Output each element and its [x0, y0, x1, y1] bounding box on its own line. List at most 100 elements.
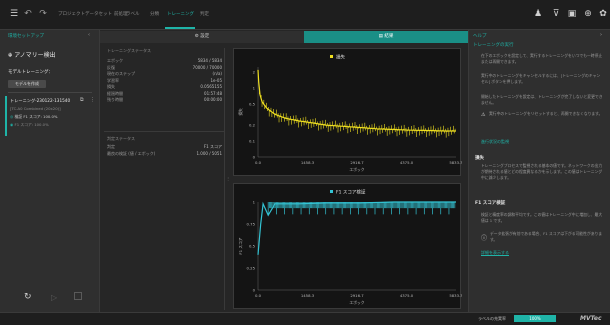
- status-key: 経過時間: [107, 90, 123, 96]
- y-tick-label: 1: [253, 200, 256, 205]
- tab-classify[interactable]: 分類: [150, 12, 159, 17]
- help-paragraph-2: 実行中のトレーニングをキャンセルするには、[トレーニングのキャンセル] ボタンを…: [481, 73, 601, 84]
- tab-training[interactable]: トレーニング: [167, 12, 194, 17]
- more-icon[interactable]: ⋮: [90, 97, 95, 103]
- help-note: 実行中のトレーニングをリセットすると、再開できなくなります。: [489, 111, 603, 116]
- check-icon: ◉: [10, 122, 14, 127]
- help-section-loss: 損失: [475, 156, 484, 161]
- f1-chart: F1 スコア検証 0.0 1458.3 2916.7 4375.0 5833.3 エポック 0…: [233, 183, 463, 309]
- status-key: 学習率: [107, 77, 119, 83]
- y-tick-label: 0.5: [249, 102, 256, 107]
- tab-evaluate[interactable]: 判定: [200, 12, 209, 17]
- help-panel: [468, 30, 610, 312]
- y-tick-label: 0.25: [247, 266, 256, 271]
- collapse-help-icon[interactable]: ›: [600, 32, 602, 38]
- run-subtitle: [TC-A0 Combined (20x20)]: [10, 106, 61, 111]
- filter-icon[interactable]: ⊽: [552, 9, 560, 19]
- x-tick-label: 5833.3: [449, 160, 462, 165]
- results-icon: ▤: [378, 34, 383, 39]
- help-paragraph-4: トレーニングプロセスで監視される基本の値です。ネットワークの出力が期待される値と…: [481, 163, 603, 180]
- y-tick-label: 2: [253, 70, 256, 75]
- help-note-2: データ拡張が有効である場合、F1 スコアは下がる可能性があります。: [490, 231, 603, 242]
- status-value: 01:57:48: [204, 90, 222, 96]
- help-paragraph-1: 在下のエポックを設定して、実行するトレーニングをいつでも一時停止または再開できま…: [481, 53, 603, 64]
- menu-icon[interactable]: ☰: [9, 9, 19, 19]
- status-value: 1.000 / 5051: [196, 150, 222, 156]
- status-value: 5834 / 5834: [197, 58, 222, 63]
- anomaly-title-text: アノマリー検出: [14, 52, 56, 59]
- f1-chart-svg: F1 スコア検証 0.0 1458.3 2916.7 4375.0 5833.3 エポック 0…: [238, 189, 463, 306]
- tab-settings-label: 設定: [200, 34, 210, 39]
- status-value: 00:00:00: [204, 97, 222, 102]
- splitter-handle-icon[interactable]: ⋮: [226, 176, 230, 181]
- warning-icon: ⚠: [481, 112, 486, 118]
- help-link-monitor[interactable]: 進行状況の監視: [481, 139, 509, 144]
- collapse-icon[interactable]: ‹: [88, 32, 90, 38]
- help-paragraph-3: 開始したトレーニングを設定は、トレーニングが完了しないと変更できません。: [481, 94, 603, 105]
- help-section-training: トレーニングの実行: [473, 43, 514, 48]
- run-row-validation: ◎ 検証 F1 スコア: 100.0%: [10, 114, 58, 120]
- create-model-button[interactable]: モデルを作成: [8, 80, 46, 88]
- run-name[interactable]: トレーニング-230122-131540: [10, 98, 71, 103]
- training-status-header: トレーニングステータス: [107, 48, 151, 53]
- person-icon[interactable]: ♟: [533, 9, 543, 19]
- tab-results-label: 結果: [384, 34, 394, 39]
- status-value: 70000 / 70000: [192, 64, 222, 70]
- x-tick-label: 2916.7: [350, 160, 364, 165]
- y-tick-label: 0.1: [249, 139, 256, 144]
- run-selected-marker: [5, 96, 7, 136]
- loss-chart-svg: 損失 0.0 1458.3 2916.7 4375.0 5833.3 エポック 0 0.1 0.2…: [238, 54, 463, 173]
- y-tick-label: 0.75: [247, 222, 256, 227]
- tab-preprocess[interactable]: 前処理: [114, 12, 128, 17]
- help-section-f1: F1 スコア検証: [475, 201, 506, 206]
- label-fill-rate-label: ラベルの充実率: [478, 316, 506, 321]
- status-value: 1e-05: [210, 77, 222, 83]
- x-tick-label: 4375.0: [400, 160, 414, 165]
- image-icon[interactable]: ▣: [567, 9, 577, 19]
- splitter[interactable]: [224, 48, 225, 310]
- x-tick-label: 0.0: [255, 160, 262, 165]
- tab-project[interactable]: プロジェクト: [58, 12, 85, 17]
- info-icon: ⓘ: [481, 235, 488, 242]
- status-key: 残り時間: [107, 97, 123, 102]
- model-icon: ◎: [10, 114, 14, 119]
- help-link-details[interactable]: 詳細を表示する: [481, 250, 509, 255]
- tab-results[interactable]: ▤ 結果: [304, 31, 468, 43]
- active-tab-indicator: [165, 27, 195, 29]
- x-tick-label: 1458.3: [301, 160, 315, 165]
- gear-icon[interactable]: ✿: [599, 9, 607, 19]
- legend-swatch: [330, 190, 333, 193]
- tab-dataset[interactable]: データセット: [85, 12, 112, 17]
- brand-logo: MVTec: [580, 315, 602, 322]
- sliders-icon: ⚙: [194, 34, 199, 39]
- status-value: 0.0565155: [200, 84, 222, 89]
- y-tick-label: 0.2: [249, 123, 256, 128]
- y-tick-label: 1: [253, 86, 256, 91]
- run-row-f1-text: F1 スコア: 100.0%: [14, 122, 49, 127]
- stop-icon[interactable]: [74, 292, 82, 300]
- series-line: [257, 69, 456, 132]
- reset-icon[interactable]: ↻: [24, 292, 32, 302]
- status-key: 最良の検証 (値 / エポック): [107, 150, 156, 156]
- status-key: 損失: [107, 84, 115, 89]
- legend-swatch: [330, 55, 333, 58]
- run-row-f1: ◉ F1 スコア: 100.0%: [10, 122, 49, 128]
- label-fill-progress-fill: [514, 315, 556, 322]
- loss-chart: 損失 0.0 1458.3 2916.7 4375.0 5833.3 エポック 0 0.1 0.2…: [233, 48, 463, 176]
- x-tick-label: 1458.3: [301, 293, 315, 298]
- run-row-validation-text: 検証 F1 スコア: 100.0%: [14, 114, 58, 119]
- search-icon[interactable]: ⊕: [584, 9, 592, 19]
- copy-icon[interactable]: ⧉: [80, 97, 84, 103]
- play-icon[interactable]: ▷: [51, 293, 58, 302]
- x-tick-label: 2916.7: [350, 293, 364, 298]
- redo-icon[interactable]: ↷: [39, 9, 47, 19]
- label-fill-percent: 100%: [529, 316, 541, 321]
- x-tick-label: 5833.3: [449, 293, 462, 298]
- undo-icon[interactable]: ↶: [24, 9, 32, 19]
- y-axis-label: F1 スコア: [238, 237, 243, 254]
- status-value: (n/a): [212, 71, 222, 76]
- tab-settings[interactable]: ⚙ 設定: [100, 31, 304, 43]
- status-value: F1 スコア: [203, 144, 222, 149]
- tab-label[interactable]: ラベル: [126, 12, 140, 17]
- x-axis-label: エポック: [349, 167, 364, 172]
